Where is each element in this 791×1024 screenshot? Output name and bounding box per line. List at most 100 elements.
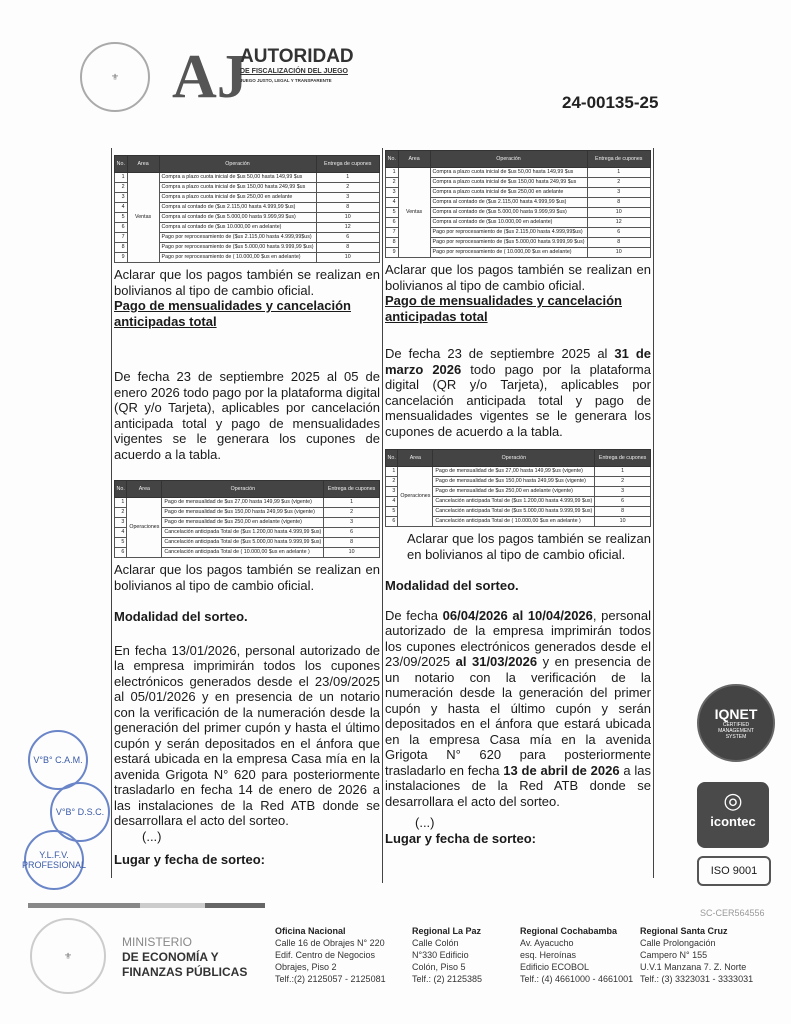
operation-cell: Pago de mensualidad de $us 250,00 en ade… bbox=[161, 517, 325, 528]
coupon-count-cell: 10 bbox=[315, 252, 380, 263]
row-number: 8 bbox=[385, 237, 399, 248]
coupon-table-sales: No. Area Operación Entrega de cupones 1 Venta… bbox=[114, 155, 380, 263]
coupon-count-cell: 3 bbox=[315, 192, 380, 203]
row-number: 1 bbox=[384, 466, 399, 477]
row-number: 3 bbox=[113, 517, 128, 528]
coupon-count-cell: 6 bbox=[586, 227, 651, 238]
table-row: 9 Pago por reprocesamiento de ( 10.000,00… bbox=[114, 252, 380, 263]
draw-place-date: Lugar y fecha de sorteo: bbox=[385, 830, 536, 846]
column-header: Operación bbox=[161, 480, 325, 498]
row-number: 3 bbox=[384, 486, 399, 497]
area-cell: Ventas bbox=[126, 172, 160, 263]
row-number: 2 bbox=[384, 476, 399, 487]
row-number: 6 bbox=[384, 516, 399, 527]
coupon-count-cell: 10 bbox=[323, 547, 380, 558]
row-number: 5 bbox=[114, 212, 128, 223]
state-coat-of-arms-seal: ⚜ bbox=[80, 42, 150, 112]
exchange-note: Aclarar que los pagos también se realiza… bbox=[114, 267, 380, 298]
row-number: 3 bbox=[385, 187, 399, 198]
row-number: 4 bbox=[114, 202, 128, 213]
coupon-count-cell: 8 bbox=[586, 197, 651, 208]
coupon-count-cell: 10 bbox=[594, 516, 651, 527]
row-number: 1 bbox=[114, 172, 128, 183]
operation-cell: Compra al contado de ($us 5.000,00 hasta… bbox=[158, 212, 317, 223]
row-number: 6 bbox=[385, 217, 399, 228]
row-number: 2 bbox=[113, 507, 128, 518]
operation-cell: Cancelación anticipada Total de ($us 1.2… bbox=[161, 527, 325, 538]
operation-cell: Pago por reprocesamiento de ($us 5.000,0… bbox=[429, 237, 588, 248]
paragraph: De fecha 23 de septiembre 2025 al 31 de … bbox=[385, 346, 651, 439]
column-header: Area bbox=[397, 449, 434, 467]
operation-cell: Pago de mensualidad de $us 150,00 hasta … bbox=[432, 476, 596, 487]
operation-cell: Pago de mensualidad de $us 27,00 hasta 1… bbox=[161, 497, 325, 508]
row-number: 4 bbox=[385, 197, 399, 208]
section-heading: Pago de mensualidades y cancelación anti… bbox=[114, 298, 351, 329]
area-cell: Operaciones bbox=[126, 497, 163, 558]
operation-cell: Pago de mensualidad de $us 150,00 hasta … bbox=[161, 507, 325, 518]
table-row: 1 Ventas Compra a plazo cuota inicial de $… bbox=[114, 172, 380, 263]
column-header: Operación bbox=[429, 150, 588, 168]
row-number: 2 bbox=[385, 177, 399, 188]
row-number: 2 bbox=[114, 182, 128, 193]
professional-stamp: Y.L.F.V. PROFESIONAL bbox=[22, 830, 86, 890]
row-number: 4 bbox=[384, 496, 399, 507]
coupon-count-cell: 6 bbox=[323, 527, 380, 538]
row-number: 3 bbox=[114, 192, 128, 203]
office-address: Oficina Nacional Calle 16 de Obrajes N° 2… bbox=[275, 926, 386, 984]
column-header: Operación bbox=[158, 155, 317, 173]
operation-cell: Pago por reprocesamiento de ( 10.000,00 … bbox=[429, 247, 588, 258]
certificate-code: SC-CER564556 bbox=[700, 908, 765, 918]
approval-stamp: V°B° C.A.M. bbox=[28, 730, 88, 790]
coupon-count-cell: 12 bbox=[586, 217, 651, 228]
column-header: Operación bbox=[432, 449, 596, 467]
coupon-count-cell: 10 bbox=[315, 212, 380, 223]
paragraph: De fecha 06/04/2026 al 10/04/2026, perso… bbox=[385, 607, 651, 809]
operation-cell: Compra a plazo cuota inicial de $us 150,… bbox=[158, 182, 317, 193]
coupon-count-cell: 2 bbox=[323, 507, 380, 518]
area-cell: Operaciones bbox=[397, 466, 434, 527]
operation-cell: Pago por reprocesamiento de ($us 2.115,0… bbox=[429, 227, 588, 238]
table-row: 1 Operaciones Pago de mensualidad de $us 2… bbox=[113, 497, 380, 558]
aj-logo-text: AUTORIDAD DE FISCALIZACIÓN DEL JUEGO JUE… bbox=[240, 46, 354, 83]
table-row: 6 Cancelación anticipada Total de ( 10.00… bbox=[113, 547, 380, 558]
coupon-count-cell: 12 bbox=[315, 222, 380, 233]
operation-cell: Cancelación anticipada Total de ( 10.000… bbox=[432, 516, 596, 527]
paragraph: De fecha 23 de septiembre 2025 al 05 de … bbox=[114, 369, 380, 462]
footer-bar bbox=[205, 903, 265, 908]
office-address: Regional Cochabamba Av. Ayacucho esq. Hero… bbox=[520, 926, 634, 984]
column-header: Entrega de cupones bbox=[594, 449, 651, 467]
operation-cell: Pago de mensualidad de $us 250,00 en ade… bbox=[432, 486, 596, 497]
exchange-note: Aclarar que los pagos también se realiza… bbox=[407, 531, 651, 562]
exchange-note: Aclarar que los pagos también se realiza… bbox=[114, 562, 380, 593]
column-header: Area bbox=[397, 150, 431, 168]
paragraph: En fecha 13/01/2026, personal autorizado… bbox=[114, 642, 380, 829]
footer-bar bbox=[28, 903, 203, 908]
column-header: Entrega de cupones bbox=[323, 480, 380, 498]
right-column: No. Area Operación Entrega de cupones 1 Venta… bbox=[384, 150, 651, 846]
operation-cell: Cancelación anticipada Total de ( 10.000… bbox=[161, 547, 325, 558]
column-divider bbox=[382, 148, 383, 883]
table-row: 1 Ventas Compra a plazo cuota inicial de $… bbox=[385, 167, 651, 258]
table-row: 6 Cancelación anticipada Total de ( 10.00… bbox=[384, 516, 651, 527]
operation-cell: Compra a plazo cuota inicial de $us 150,… bbox=[429, 177, 588, 188]
column-header: No. bbox=[384, 449, 399, 467]
ministry-seal: ⚜ bbox=[30, 918, 106, 994]
exchange-note: Aclarar que los pagos también se realiza… bbox=[385, 262, 651, 293]
iqnet-certification-logo: IQNET CERTIFIED MANAGEMENT SYSTEM bbox=[697, 684, 775, 762]
column-header: Entrega de cupones bbox=[315, 155, 380, 173]
coupon-count-cell: 10 bbox=[586, 207, 651, 218]
coupon-count-cell: 1 bbox=[315, 172, 380, 183]
operation-cell: Compra al contado de ($us 10.000,00 en a… bbox=[158, 222, 317, 233]
operation-cell: Pago por reprocesamiento de ($us 5.000,0… bbox=[158, 242, 317, 253]
column-header: Area bbox=[126, 155, 160, 173]
operation-cell: Compra al contado de ($us 2.115,00 hasta… bbox=[429, 197, 588, 208]
draw-place-date: Lugar y fecha de sorteo: bbox=[114, 852, 265, 867]
operation-cell: Compra a plazo cuota inicial de $us 50,0… bbox=[158, 172, 317, 183]
coupon-table-operations: No. Area Operación Entrega de cupones 1 Opera… bbox=[113, 480, 380, 558]
coupon-count-cell: 3 bbox=[594, 486, 651, 497]
column-header: No. bbox=[114, 155, 128, 173]
left-column: No. Area Operación Entrega de cupones 1 Venta… bbox=[113, 155, 380, 868]
coupon-count-cell: 8 bbox=[315, 242, 380, 253]
section-heading: Pago de mensualidades y cancelación anti… bbox=[385, 293, 622, 324]
table-row: 9 Pago por reprocesamiento de ( 10.000,00… bbox=[385, 247, 651, 258]
